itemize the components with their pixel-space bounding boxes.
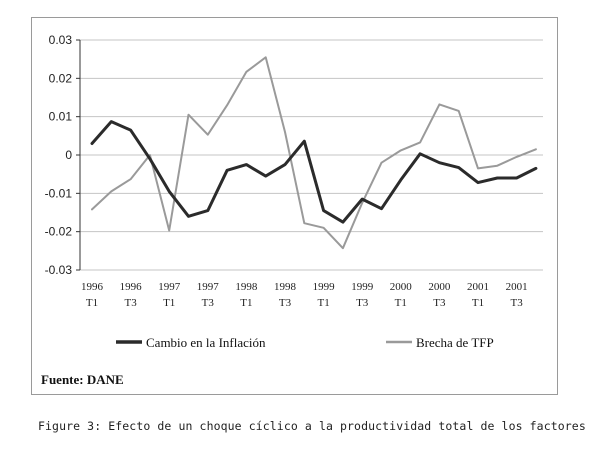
x-tick-quarter: T1 xyxy=(395,297,407,309)
series-line-0 xyxy=(90,120,538,224)
x-tick-quarter: T3 xyxy=(510,297,523,309)
legend: Cambio en la Inflación Brecha de TFP xyxy=(116,335,494,350)
y-tick-label: 0 xyxy=(65,148,72,162)
x-tick-quarter: T1 xyxy=(472,297,484,309)
y-tick-label: -0.03 xyxy=(45,263,73,277)
y-tick-label: -0.01 xyxy=(45,186,73,200)
x-tick-quarter: T3 xyxy=(433,297,446,309)
x-tick-year: 1997 xyxy=(197,281,220,293)
figure-caption: Figure 3: Efecto de un choque cíclico a … xyxy=(38,419,586,433)
source-note: Fuente: DANE xyxy=(41,372,124,387)
series-line-1 xyxy=(91,56,537,250)
x-tick-quarter: T3 xyxy=(356,297,369,309)
series-lines xyxy=(90,56,538,250)
x-tick-year: 2001 xyxy=(467,281,489,293)
x-tick-quarter: T1 xyxy=(163,297,175,309)
y-tick-label: 0.02 xyxy=(49,71,73,85)
chart-frame xyxy=(31,17,558,395)
x-tick-year: 1997 xyxy=(158,281,181,293)
x-tick-year: 1998 xyxy=(235,281,258,293)
legend-label: Cambio en la Inflación xyxy=(146,335,266,350)
y-tick-label: 0.01 xyxy=(49,110,73,124)
x-tick-year: 2000 xyxy=(428,281,451,293)
x-tick-year: 1996 xyxy=(81,281,104,293)
x-tick-quarter: T3 xyxy=(124,297,137,309)
x-tick-quarter: T3 xyxy=(279,297,292,309)
x-tick-quarter: T1 xyxy=(86,297,98,309)
x-tick-quarter: T3 xyxy=(202,297,215,309)
y-tick-label: 0.03 xyxy=(49,33,73,47)
legend-label: Brecha de TFP xyxy=(416,335,494,350)
x-tick-year: 2001 xyxy=(506,281,528,293)
grid-lines xyxy=(80,39,543,271)
x-tick-quarter: T1 xyxy=(317,297,329,309)
x-tick-year: 1998 xyxy=(274,281,297,293)
x-tick-year: 2000 xyxy=(390,281,413,293)
x-axis-ticks: 1996 T1 1996 T3 1997 T1 1997 T3 1998 T1 1998 T3 1999… xyxy=(81,281,528,309)
y-axis-ticks: 0.03 0.02 0.01 0 -0.01 -0.02 -0.03 xyxy=(45,33,80,277)
x-tick-year: 1999 xyxy=(313,281,336,293)
x-tick-quarter: T1 xyxy=(240,297,252,309)
x-tick-year: 1996 xyxy=(120,281,143,293)
y-tick-label: -0.02 xyxy=(45,225,73,239)
x-tick-year: 1999 xyxy=(351,281,374,293)
